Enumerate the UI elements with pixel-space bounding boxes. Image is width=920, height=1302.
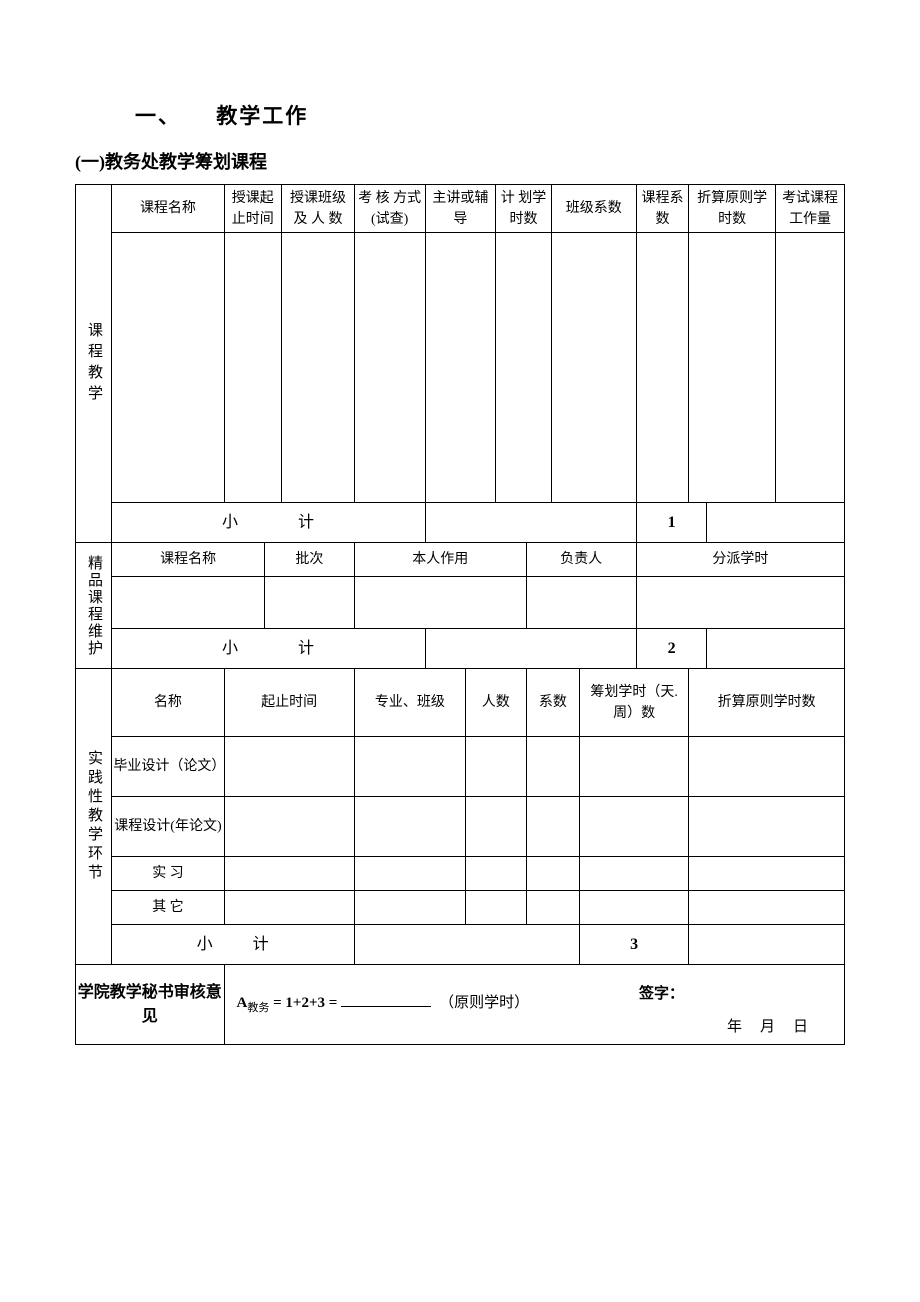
data-cell	[354, 857, 465, 891]
col-header: 课程系数	[636, 185, 689, 233]
subtotal-label: 小计	[112, 503, 425, 543]
data-cell	[465, 891, 526, 925]
data-cell	[580, 737, 689, 797]
col-header: 班级系数	[551, 185, 636, 233]
col-header: 专业、班级	[354, 669, 465, 737]
col-header: 人数	[465, 669, 526, 737]
col-header: 授课班级及 人 数	[282, 185, 355, 233]
data-cell	[465, 797, 526, 857]
heading1-text: 教学工作	[216, 104, 308, 128]
data-cell	[526, 857, 580, 891]
data-cell	[354, 891, 465, 925]
heading1-number: 一、	[135, 104, 181, 128]
col-header: 课程名称	[112, 185, 224, 233]
subtotal-cell	[689, 925, 845, 965]
subtotal-cell	[707, 629, 845, 669]
col-header: 筹划学时（天.周）数	[580, 669, 689, 737]
row-label: 课程设计(年论文)	[112, 797, 224, 857]
data-cell	[526, 577, 636, 629]
data-cell	[689, 797, 845, 857]
col-header: 系数	[526, 669, 580, 737]
subtotal-cell	[354, 925, 579, 965]
data-cell	[465, 737, 526, 797]
data-cell	[224, 233, 282, 503]
data-cell	[636, 233, 689, 503]
teaching-form-table: 课程教学 课程名称 授课起止时间 授课班级及 人 数 考 核 方式(试查) 主讲…	[75, 184, 845, 1045]
section-heading-2: (一)教务处教学筹划课程	[75, 148, 845, 174]
section2-vertical-label: 精品课程维护	[76, 543, 112, 669]
col-header: 批次	[264, 543, 354, 577]
col-header: 折算原则学时数	[689, 669, 845, 737]
data-cell	[551, 233, 636, 503]
data-cell	[112, 233, 224, 503]
col-header: 本人作用	[354, 543, 526, 577]
col-header: 课程名称	[112, 543, 265, 577]
subtotal-cell	[707, 503, 845, 543]
data-cell	[354, 737, 465, 797]
row-label: 其 它	[112, 891, 224, 925]
col-header: 名称	[112, 669, 224, 737]
data-cell	[224, 797, 354, 857]
col-header: 考 核 方式(试查)	[354, 185, 425, 233]
data-cell	[689, 737, 845, 797]
formula-blank	[341, 1006, 431, 1007]
sign-label: 签字：	[639, 983, 684, 1006]
subtotal-cell	[425, 503, 636, 543]
col-header: 分派学时	[636, 543, 844, 577]
col-header: 授课起止时间	[224, 185, 282, 233]
col-header: 起止时间	[224, 669, 354, 737]
date-label: 年月日	[727, 1016, 826, 1039]
subtotal-label: 小计	[112, 629, 425, 669]
subtotal-cell	[425, 629, 636, 669]
col-header: 折算原则学时数	[689, 185, 776, 233]
footer-right-content: A教务 = 1+2+3 = （原则学时） 签字： 年月日	[224, 965, 844, 1045]
col-header: 主讲或辅导	[425, 185, 496, 233]
data-cell	[526, 737, 580, 797]
subtotal-num: 1	[636, 503, 707, 543]
formula-prefix: A	[237, 995, 248, 1011]
data-cell	[580, 857, 689, 891]
subtotal-num: 3	[580, 925, 689, 965]
col-header: 负责人	[526, 543, 636, 577]
data-cell	[354, 797, 465, 857]
data-cell	[282, 233, 355, 503]
data-cell	[465, 857, 526, 891]
data-cell	[224, 737, 354, 797]
col-header: 考试课程工作量	[776, 185, 845, 233]
data-cell	[496, 233, 552, 503]
footer-left-label: 学院教学秘书审核意见	[76, 965, 225, 1045]
data-cell	[224, 891, 354, 925]
data-cell	[636, 577, 844, 629]
data-cell	[526, 797, 580, 857]
formula-body: = 1+2+3 =	[273, 995, 337, 1011]
col-header: 计 划学时数	[496, 185, 552, 233]
data-cell	[776, 233, 845, 503]
section1-vertical-label: 课程教学	[76, 185, 112, 543]
data-cell	[264, 577, 354, 629]
data-cell	[526, 891, 580, 925]
row-label: 实 习	[112, 857, 224, 891]
section-heading-1: 一、 教学工作	[135, 100, 845, 130]
data-cell	[689, 233, 776, 503]
formula-sub: 教务	[247, 1002, 269, 1014]
data-cell	[354, 577, 526, 629]
data-cell	[580, 797, 689, 857]
row-label: 毕业设计（论文）	[112, 737, 224, 797]
formula-suffix: （原则学时）	[439, 995, 529, 1011]
data-cell	[354, 233, 425, 503]
data-cell	[425, 233, 496, 503]
data-cell	[580, 891, 689, 925]
subtotal-num: 2	[636, 629, 707, 669]
data-cell	[112, 577, 265, 629]
data-cell	[689, 891, 845, 925]
subtotal-label: 小计	[112, 925, 354, 965]
data-cell	[689, 857, 845, 891]
section3-vertical-label: 实践性教学环节	[76, 669, 112, 965]
data-cell	[224, 857, 354, 891]
